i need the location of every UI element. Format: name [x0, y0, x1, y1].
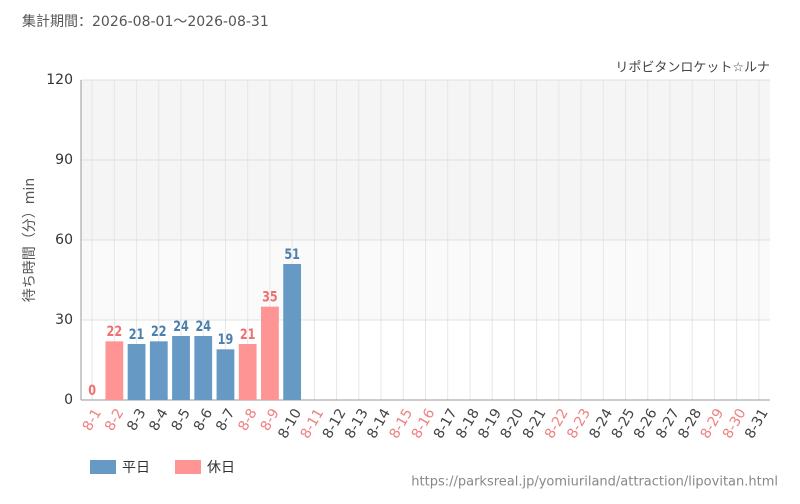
x-tick-label: 8-7 — [213, 406, 238, 434]
value-label: 21 — [240, 326, 256, 343]
value-label: 35 — [262, 288, 278, 305]
bar — [216, 349, 235, 400]
legend-swatch — [90, 460, 116, 474]
legend-label: 休日 — [207, 460, 235, 476]
x-tick-label: 8-3 — [124, 406, 149, 434]
y-tick-label: 30 — [55, 312, 73, 328]
bar — [283, 264, 302, 400]
value-label: 19 — [218, 331, 234, 348]
y-tick-label: 0 — [64, 392, 73, 408]
x-tick-label: 8-4 — [146, 406, 171, 434]
bar — [194, 336, 213, 400]
y-tick-label: 120 — [46, 72, 73, 88]
value-label: 51 — [284, 246, 300, 263]
legend-swatch — [175, 460, 201, 474]
value-label: 24 — [195, 318, 211, 335]
bar — [149, 341, 168, 400]
value-label: 22 — [151, 323, 167, 340]
y-tick-label: 60 — [55, 232, 73, 248]
chart-title: リポビタンロケット☆ルナ — [615, 61, 770, 76]
legend-label: 平日 — [122, 460, 150, 476]
value-label: 21 — [129, 326, 145, 343]
value-label: 24 — [173, 318, 189, 335]
x-tick-label: 8-5 — [169, 406, 194, 434]
x-tick-label: 8-31 — [742, 406, 772, 442]
bar — [261, 306, 279, 400]
y-axis-label: 待ち時間（分）min — [22, 178, 38, 302]
value-label: 0 — [88, 382, 96, 399]
x-tick-label: 8-1 — [80, 406, 105, 434]
bar — [238, 344, 257, 400]
bar — [172, 336, 190, 400]
y-tick-label: 90 — [55, 152, 73, 168]
bar — [105, 341, 124, 400]
x-tick-label: 8-6 — [191, 406, 216, 434]
subtitle: 集計期間：2026-08-01～2026-08-31 — [22, 13, 269, 30]
value-label: 22 — [107, 323, 123, 340]
source: https://parksreal.jp/yomiuriland/attract… — [411, 475, 778, 490]
x-tick-label: 8-2 — [102, 406, 127, 434]
x-tick-label: 8-8 — [235, 406, 260, 434]
bar — [127, 344, 146, 400]
